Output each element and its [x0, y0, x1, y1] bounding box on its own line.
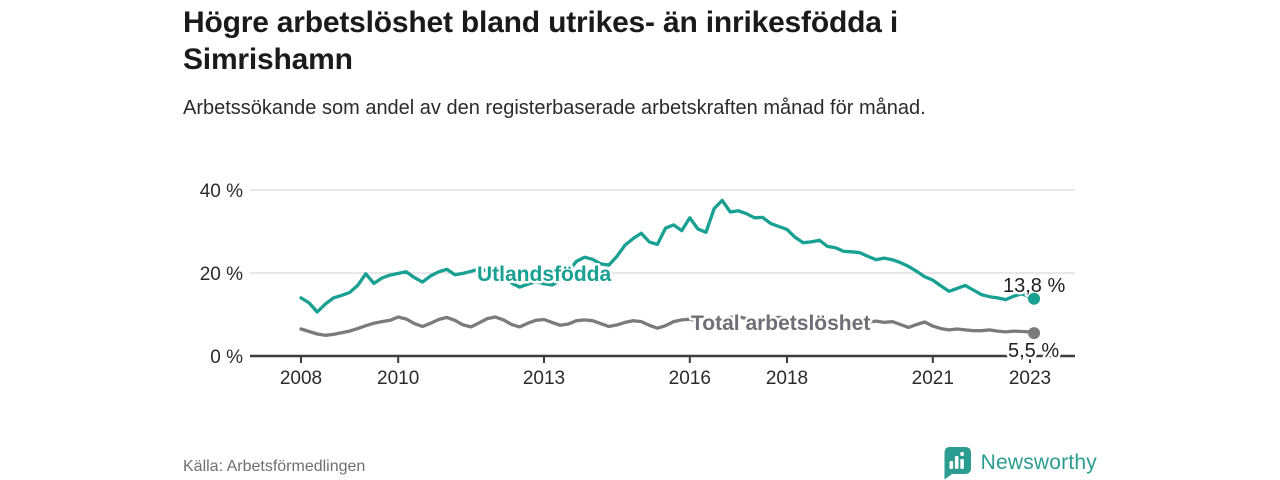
end-dot-1	[1028, 327, 1041, 340]
x-tick-label-2010: 2010	[377, 368, 419, 389]
page-title: Högre arbetslöshet bland utrikes- än inr…	[183, 6, 898, 76]
x-tick-label-2021: 2021	[912, 368, 954, 389]
series-line-0	[299, 198, 1036, 314]
x-tick-label-2008: 2008	[280, 368, 322, 389]
chart-subtitle: Arbetssökande som andel av den registerb…	[183, 97, 926, 119]
y-tick-label-40: 40 %	[200, 181, 243, 202]
x-tick-label-2018: 2018	[766, 368, 808, 389]
source-note: Källa: Arbetsförmedlingen	[183, 458, 366, 475]
series-label-0: Utlandsfödda	[477, 263, 611, 286]
brand-name: Newsworthy	[980, 451, 1097, 474]
x-tick-label-2023: 2023	[1009, 368, 1051, 389]
x-tick-label-2013: 2013	[523, 368, 565, 389]
newsworthy-pin-icon	[944, 447, 971, 480]
y-tick-label-20: 20 %	[200, 264, 243, 285]
y-tick-label-0: 0 %	[210, 347, 243, 368]
series-line-1	[299, 314, 1036, 337]
series-label-1: Total arbetslöshet	[691, 312, 870, 335]
end-dot-0	[1028, 292, 1041, 305]
x-tick-label-2016: 2016	[669, 368, 711, 389]
end-value-label-1: 5,5 %	[1008, 340, 1059, 362]
newsworthy-logo: Newsworthy	[943, 446, 1097, 480]
